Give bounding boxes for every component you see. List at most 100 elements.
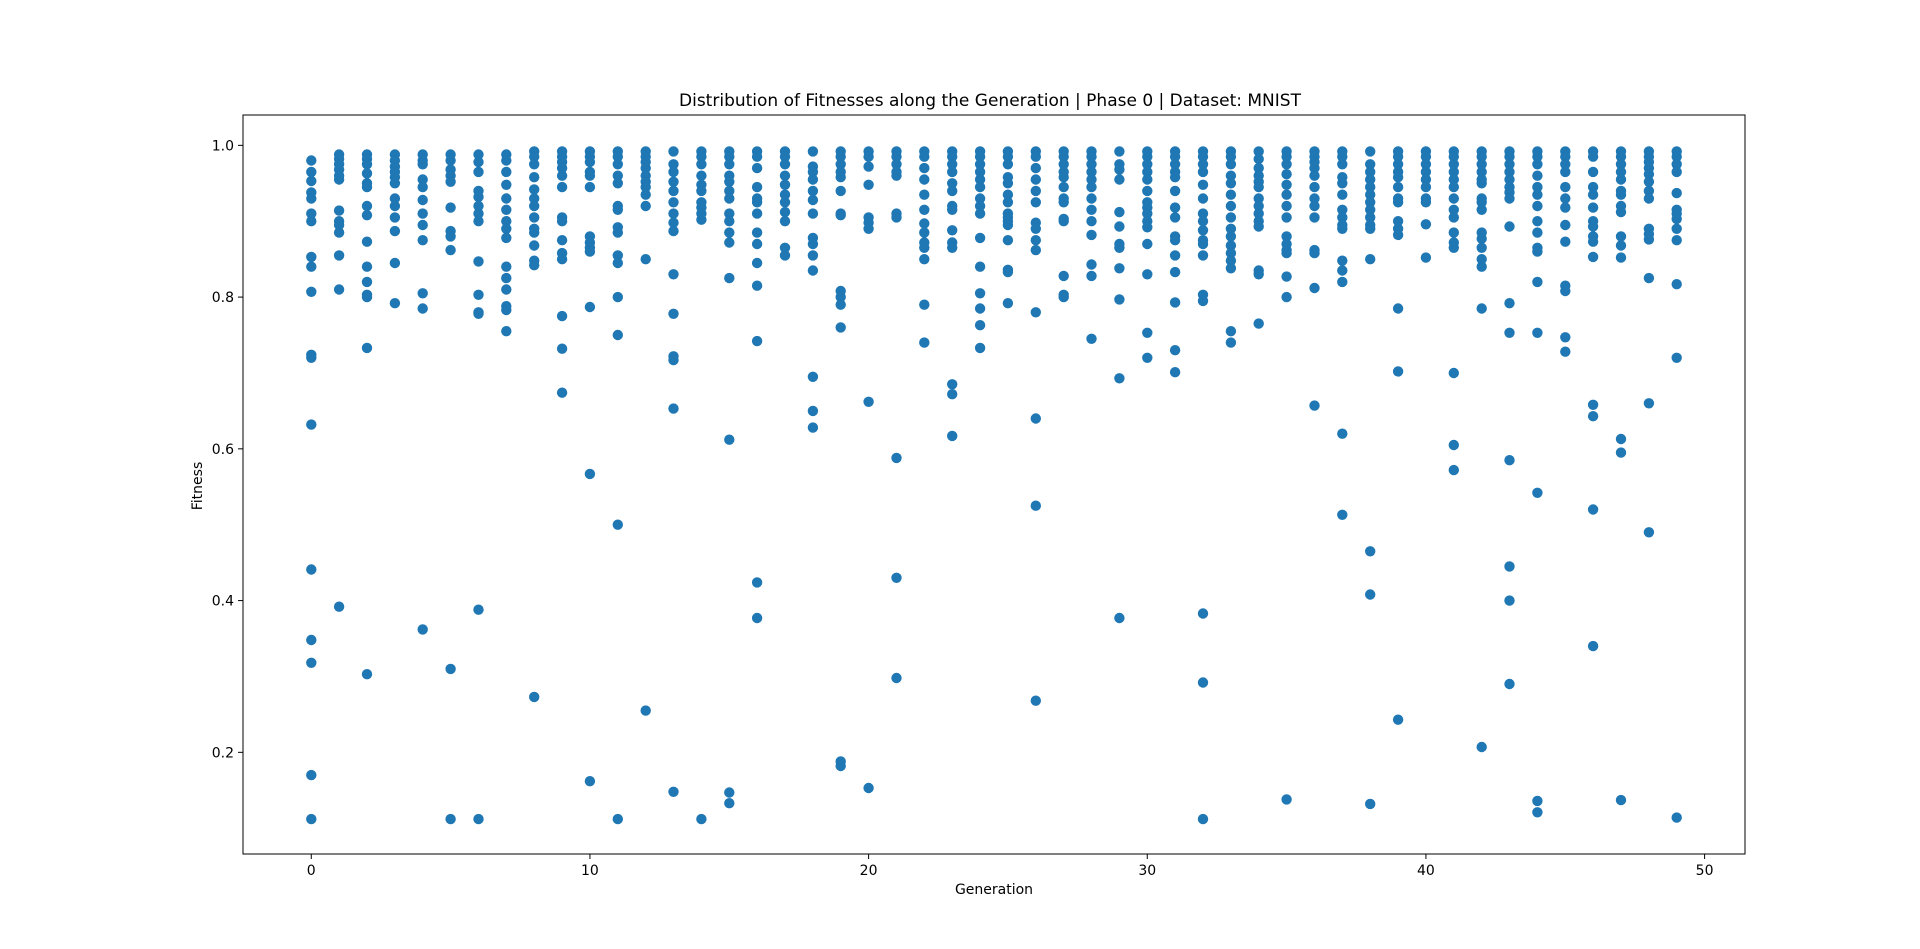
data-point [640,254,651,265]
data-point [668,146,679,157]
data-point [1142,208,1153,219]
data-point [779,151,791,162]
data-point [1030,162,1042,174]
data-point [1643,398,1655,409]
data-point [1114,146,1125,157]
data-point [891,159,902,170]
data-point [751,197,763,208]
data-point [417,174,428,185]
data-point [612,813,623,825]
data-point [751,280,763,291]
data-point [974,261,986,272]
data-point [1197,238,1209,250]
data-point [1030,413,1042,424]
data-point [306,208,317,219]
data-point [1448,151,1460,162]
data-point [863,223,874,234]
data-point [1142,185,1153,197]
data-point [724,151,735,162]
data-point [1615,151,1627,162]
data-point [668,269,679,280]
data-point [1671,213,1682,225]
data-point [974,174,986,185]
data-point [779,206,791,218]
data-point [1114,612,1125,624]
data-point [1337,255,1348,266]
data-point [751,181,763,193]
data-point [445,244,456,256]
data-point [1002,197,1014,208]
data-point [1309,400,1320,411]
data-point [1504,561,1515,572]
data-point [1169,297,1181,308]
data-point [361,669,373,680]
data-point [724,787,735,798]
data-point [361,200,373,212]
y-tick-label: 1.0 [212,138,234,154]
data-point [724,185,735,197]
data-point [501,179,512,190]
data-point [1225,212,1237,223]
data-point [1058,159,1069,170]
data-point [1197,159,1209,170]
data-point [1002,151,1014,162]
data-point [584,181,596,193]
data-point [1169,266,1181,278]
y-axis-label: Fitness [190,462,206,511]
data-point [333,205,345,216]
data-point [306,769,317,781]
data-point [1615,174,1627,185]
data-point [529,240,540,251]
data-point [1392,229,1404,241]
data-point [556,181,568,193]
data-point [1309,282,1320,294]
data-point [1114,373,1125,384]
data-point [1169,367,1181,378]
data-point [974,159,986,170]
data-point [974,232,986,244]
data-point [612,204,623,215]
data-point [1365,189,1376,200]
data-point [1253,146,1264,157]
data-point [751,335,763,347]
data-point [1615,794,1627,806]
data-point [473,208,484,219]
data-point [751,227,763,238]
data-point [1281,151,1292,162]
data-point [1504,159,1515,170]
data-point [1532,807,1543,818]
data-point [1587,640,1599,652]
data-point [1392,197,1404,208]
x-axis-label: Generation [955,882,1033,898]
data-point [1392,181,1404,193]
data-point [1420,159,1432,170]
x-tick-label: 0 [307,863,316,879]
data-point [1532,170,1543,181]
data-point [835,151,846,162]
data-point [333,174,345,185]
data-point [1504,166,1515,178]
data-point [1114,263,1125,274]
data-point [1504,221,1515,232]
data-point [1197,250,1209,261]
data-point [1560,181,1571,193]
data-point [807,405,819,417]
data-point [333,250,345,261]
data-point [529,184,540,195]
data-point [612,170,623,181]
data-point [1615,240,1627,251]
data-point [1169,212,1181,223]
data-point [1337,223,1348,234]
data-point [1365,204,1376,215]
data-point [1225,189,1237,200]
data-point [1504,193,1515,204]
data-point [1532,181,1543,193]
data-point [1169,159,1181,170]
data-point [1476,261,1487,272]
data-point [1337,212,1348,223]
data-point [668,159,679,170]
data-point [1086,151,1097,162]
data-point [947,159,958,170]
data-point [1281,169,1292,180]
data-point [1532,246,1543,257]
